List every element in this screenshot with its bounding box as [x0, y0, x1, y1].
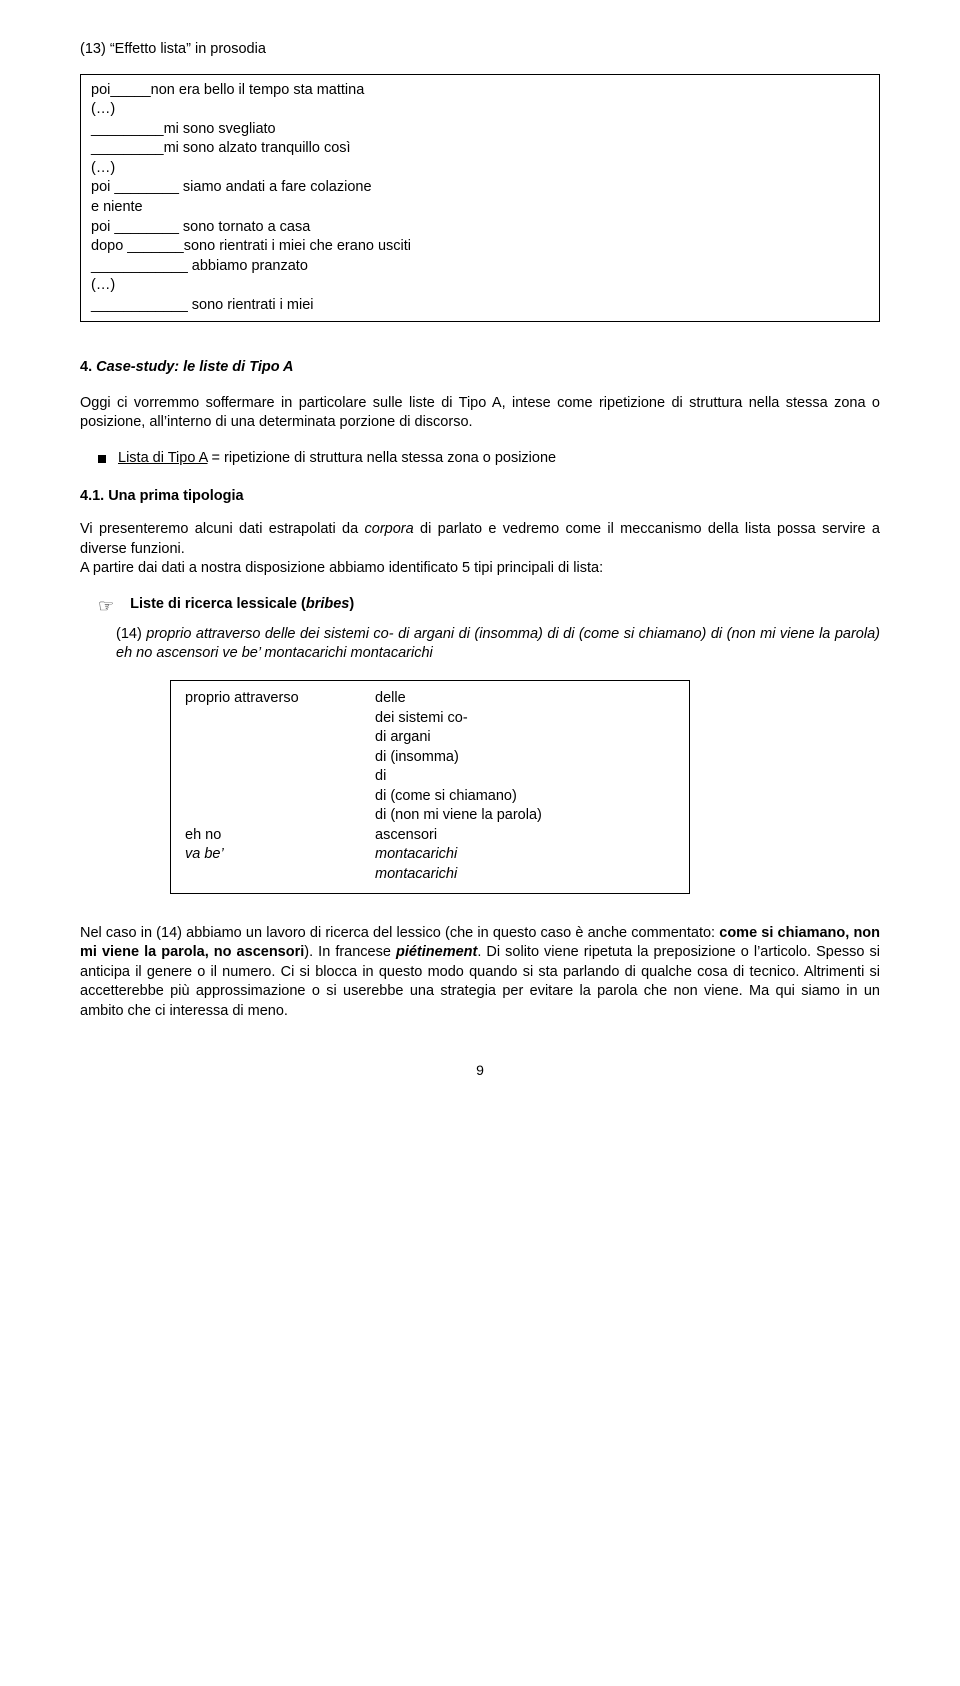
bullet-underlined: Lista di Tipo A — [118, 450, 207, 466]
box1-line: (…) — [91, 100, 869, 120]
heading-13: (13) “Effetto lista” in prosodia — [80, 40, 880, 60]
page-number: 9 — [80, 1061, 880, 1080]
b2-r1c2: delle — [375, 689, 406, 709]
b2-r7c1 — [185, 806, 375, 826]
last-c: ). In francese — [304, 944, 396, 960]
b2-r4c1 — [185, 748, 375, 768]
box1-line: ____________ sono rientrati i miei — [91, 296, 869, 316]
b2-r3c1 — [185, 728, 375, 748]
box1-line: ____________ abbiamo pranzato — [91, 257, 869, 277]
b2-r7c2: di (non mi viene la parola) — [375, 806, 542, 826]
box1-line: _________mi sono alzato tranquillo così — [91, 139, 869, 159]
bullet-text: Lista di Tipo A = ripetizione di struttu… — [118, 449, 556, 469]
b2-r2c2: dei sistemi co- — [375, 709, 468, 729]
b2-r5c2: di — [375, 767, 386, 787]
b2-r9c2: montacarichi — [375, 845, 457, 865]
list-category-text: Liste di ricerca lessicale (bribes) — [130, 595, 354, 615]
bribes-lead: Liste di ricerca lessicale ( — [130, 596, 306, 612]
last-a: Nel caso in (14) abbiamo un lavoro di ri… — [80, 925, 719, 941]
b2-r3c2: di argani — [375, 728, 431, 748]
b2-r6c2: di (come si chiamano) — [375, 787, 517, 807]
b2-r9c1: va be’ — [185, 845, 375, 865]
bullet-square-icon — [98, 455, 106, 463]
ex14-body: proprio attraverso delle dei sistemi co-… — [116, 626, 880, 662]
example-box-14-wrap: proprio attraversodelle dei sistemi co- … — [80, 680, 880, 894]
last-d: piétinement — [396, 944, 477, 960]
section-4-text: Case-study: le liste di Tipo A — [92, 359, 293, 375]
p-vi-2: A partire dai dati a nostra disposizione… — [80, 560, 603, 576]
section-4-title: 4. Case-study: le liste di Tipo A — [80, 358, 880, 378]
paragraph-oggi: Oggi ci vorremmo soffermare in particola… — [80, 394, 880, 433]
b2-r2c1 — [185, 709, 375, 729]
bullet-rest: = ripetizione di struttura nella stessa … — [207, 450, 556, 466]
b2-r10c1 — [185, 865, 375, 885]
bribes-word: bribes — [306, 596, 350, 612]
list-category-bribes: ☞ Liste di ricerca lessicale (bribes) — [98, 595, 880, 615]
ex14-lead: (14) — [116, 626, 146, 642]
hand-icon: ☞ — [98, 597, 114, 615]
b2-r8c2: ascensori — [375, 826, 437, 846]
box1-line: (…) — [91, 276, 869, 296]
subsection-4-1: 4.1. Una prima tipologia — [80, 487, 880, 507]
box1-line: _________mi sono svegliato — [91, 120, 869, 140]
p-vi-1a: Vi presenteremo alcuni dati estrapolati … — [80, 521, 365, 537]
b2-r1c1: proprio attraverso — [185, 689, 375, 709]
box1-line: dopo _______sono rientrati i miei che er… — [91, 237, 869, 257]
p-vi-corpora: corpora — [365, 521, 414, 537]
b2-r10c2: montacarichi — [375, 865, 457, 885]
b2-r4c2: di (insomma) — [375, 748, 459, 768]
section-4-num: 4. — [80, 359, 92, 375]
b2-r5c1 — [185, 767, 375, 787]
bribes-tail: ) — [349, 596, 354, 612]
box1-line: poi_____non era bello il tempo sta matti… — [91, 81, 869, 101]
b2-r8c1: eh no — [185, 826, 375, 846]
example-box-14: proprio attraversodelle dei sistemi co- … — [170, 680, 690, 894]
box1-line: (…) — [91, 159, 869, 179]
box1-line: poi ________ siamo andati a fare colazio… — [91, 178, 869, 198]
box1-line: poi ________ sono tornato a casa — [91, 218, 869, 238]
paragraph-vi: Vi presenteremo alcuni dati estrapolati … — [80, 520, 880, 579]
example-14: (14) proprio attraverso delle dei sistem… — [116, 625, 880, 664]
b2-r6c1 — [185, 787, 375, 807]
paragraph-nelcaso: Nel caso in (14) abbiamo un lavoro di ri… — [80, 924, 880, 1022]
box1-line: e niente — [91, 198, 869, 218]
example-box-13: poi_____non era bello il tempo sta matti… — [80, 74, 880, 323]
bullet-lista-tipo-a: Lista di Tipo A = ripetizione di struttu… — [98, 449, 880, 469]
